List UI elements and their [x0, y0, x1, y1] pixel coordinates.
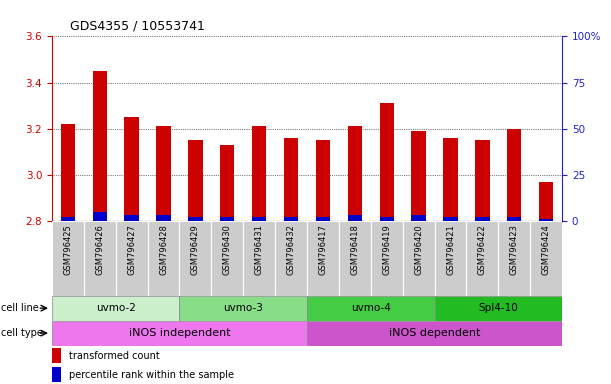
- Bar: [379, 217, 394, 221]
- Bar: [252, 126, 266, 221]
- Bar: [211, 221, 243, 296]
- Text: GDS4355 / 10553741: GDS4355 / 10553741: [70, 20, 205, 33]
- Bar: [434, 296, 562, 321]
- Text: percentile rank within the sample: percentile rank within the sample: [69, 370, 234, 380]
- Bar: [379, 103, 394, 221]
- Bar: [307, 321, 562, 346]
- Bar: [93, 212, 107, 221]
- Bar: [156, 215, 170, 221]
- Text: GSM796431: GSM796431: [255, 224, 264, 275]
- Bar: [284, 138, 298, 221]
- Bar: [539, 219, 554, 221]
- Bar: [539, 182, 554, 221]
- Bar: [84, 221, 115, 296]
- Bar: [316, 217, 330, 221]
- Text: Spl4-10: Spl4-10: [478, 303, 518, 313]
- Bar: [466, 221, 499, 296]
- Bar: [188, 140, 203, 221]
- Text: cell type: cell type: [1, 328, 43, 338]
- Text: GSM796417: GSM796417: [318, 224, 327, 275]
- Bar: [125, 215, 139, 221]
- Text: GSM796427: GSM796427: [127, 224, 136, 275]
- Bar: [148, 221, 180, 296]
- Bar: [348, 215, 362, 221]
- Text: GSM796428: GSM796428: [159, 224, 168, 275]
- Text: uvmo-2: uvmo-2: [96, 303, 136, 313]
- Bar: [93, 71, 107, 221]
- Bar: [499, 221, 530, 296]
- Bar: [275, 221, 307, 296]
- Text: transformed count: transformed count: [69, 351, 159, 361]
- Bar: [60, 217, 75, 221]
- Text: GSM796424: GSM796424: [542, 224, 551, 275]
- Text: GSM796422: GSM796422: [478, 224, 487, 275]
- Bar: [180, 296, 307, 321]
- Bar: [411, 215, 426, 221]
- Text: iNOS independent: iNOS independent: [129, 328, 230, 338]
- Bar: [316, 140, 330, 221]
- Bar: [339, 221, 371, 296]
- Text: uvmo-4: uvmo-4: [351, 303, 391, 313]
- Bar: [507, 129, 521, 221]
- Text: GSM796432: GSM796432: [287, 224, 296, 275]
- Text: GSM796418: GSM796418: [350, 224, 359, 275]
- Text: GSM796429: GSM796429: [191, 224, 200, 275]
- Text: GSM796420: GSM796420: [414, 224, 423, 275]
- Text: GSM796425: GSM796425: [64, 224, 72, 275]
- Bar: [52, 321, 307, 346]
- Text: GSM796423: GSM796423: [510, 224, 519, 275]
- Text: GSM796430: GSM796430: [223, 224, 232, 275]
- Bar: [125, 117, 139, 221]
- Bar: [188, 217, 203, 221]
- Bar: [348, 126, 362, 221]
- Bar: [507, 217, 521, 221]
- Text: GSM796419: GSM796419: [382, 224, 391, 275]
- Bar: [60, 124, 75, 221]
- Bar: [52, 296, 180, 321]
- Bar: [307, 221, 339, 296]
- Bar: [403, 221, 434, 296]
- Text: cell line: cell line: [1, 303, 39, 313]
- Text: GSM796421: GSM796421: [446, 224, 455, 275]
- Bar: [220, 145, 235, 221]
- Bar: [475, 217, 489, 221]
- Bar: [475, 140, 489, 221]
- Bar: [530, 221, 562, 296]
- Bar: [115, 221, 148, 296]
- Bar: [444, 217, 458, 221]
- Text: GSM796426: GSM796426: [95, 224, 104, 275]
- Bar: [243, 221, 275, 296]
- Bar: [156, 126, 170, 221]
- Bar: [252, 217, 266, 221]
- Bar: [284, 217, 298, 221]
- Bar: [307, 296, 434, 321]
- Bar: [371, 221, 403, 296]
- Bar: [52, 367, 61, 382]
- Bar: [52, 221, 84, 296]
- Bar: [411, 131, 426, 221]
- Bar: [434, 221, 466, 296]
- Bar: [444, 138, 458, 221]
- Bar: [52, 348, 61, 363]
- Text: iNOS dependent: iNOS dependent: [389, 328, 480, 338]
- Text: uvmo-3: uvmo-3: [223, 303, 263, 313]
- Bar: [180, 221, 211, 296]
- Bar: [220, 217, 235, 221]
